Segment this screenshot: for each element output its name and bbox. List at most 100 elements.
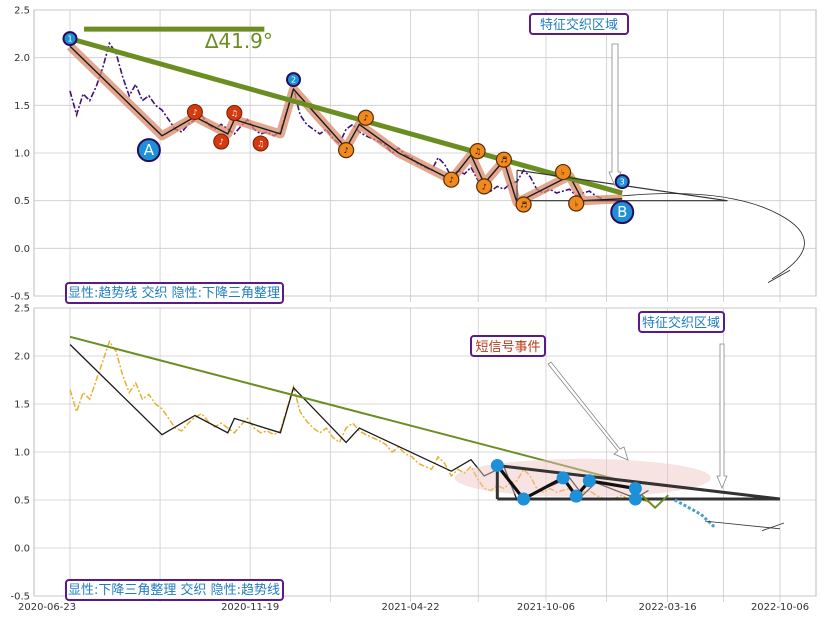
trendline bbox=[69, 335, 623, 482]
x-tick-label: 2020-11-19 bbox=[221, 602, 279, 613]
bottom-content bbox=[69, 335, 785, 532]
orange-marker bbox=[469, 142, 486, 160]
blue-dot bbox=[628, 492, 642, 506]
numbered-point bbox=[62, 31, 78, 47]
projection-cap bbox=[761, 522, 785, 532]
y-tick-label: 2.5 bbox=[14, 6, 30, 17]
projection-dashed bbox=[674, 498, 716, 528]
orange-marker bbox=[338, 142, 355, 159]
orange-marker bbox=[568, 195, 585, 212]
blue-dot bbox=[556, 471, 570, 485]
top-projection-cap bbox=[767, 269, 791, 284]
red-marker-symbol: ♪ bbox=[192, 108, 197, 117]
orange-marker bbox=[554, 163, 572, 181]
top-panel: -0.5 0.0 0.5 1.0 1.5 2.0 2.5 ♪ ♪ ♫ ♫ ♪ ♪ ♪ ♫ ♪ ♬ ♬ ♭ ♭ 1 2 3 A… bbox=[10, 6, 817, 303]
top-yticks: -0.5 0.0 0.5 1.0 1.5 2.0 2.5 bbox=[10, 6, 30, 303]
bottom-signal-box-frame bbox=[470, 335, 546, 357]
bottom-bottom-label-text: 显性:下降三角整理 交织 隐性:趋势线 bbox=[68, 582, 280, 598]
y-tick-label: 1.0 bbox=[14, 448, 30, 459]
top-angle-label: ∆41.9° bbox=[204, 29, 273, 53]
blue-dot bbox=[569, 489, 583, 503]
letter-point bbox=[610, 200, 635, 225]
orange-marker bbox=[443, 171, 460, 188]
top-feature-box-frame bbox=[529, 13, 629, 35]
red-marker bbox=[186, 104, 203, 121]
y-tick-label: 0.5 bbox=[14, 496, 30, 507]
y-tick-label: 2.0 bbox=[14, 352, 30, 363]
bottom-feature-box: 特征交织区域 bbox=[638, 311, 725, 333]
orange-marker-symbol: ♬ bbox=[520, 200, 527, 209]
y-tick-label: 1.5 bbox=[14, 101, 30, 112]
orange-marker bbox=[495, 151, 512, 168]
numbered-point bbox=[286, 72, 302, 88]
orange-marker-symbol: ♬ bbox=[500, 156, 507, 165]
orange-marker bbox=[515, 196, 532, 213]
red-marker bbox=[213, 133, 230, 150]
bottom-yticks: -0.5 0.0 0.5 1.0 1.5 2.0 2.5 bbox=[10, 304, 30, 603]
blue-dot bbox=[490, 458, 504, 472]
zigzag-line bbox=[69, 344, 649, 501]
orange-marker bbox=[476, 178, 493, 195]
letter-point bbox=[136, 138, 161, 163]
bottom-signal-box-text: 短信号事件 bbox=[475, 340, 540, 355]
bottom-grid bbox=[34, 307, 816, 602]
y-tick-label: 0.0 bbox=[14, 244, 30, 255]
x-tick-label: 2021-04-22 bbox=[381, 602, 439, 613]
blue-dot bbox=[517, 492, 531, 506]
red-marker bbox=[226, 104, 243, 121]
projection-dark-tail bbox=[705, 520, 781, 530]
y-tick-label: -0.5 bbox=[10, 592, 30, 603]
bottom-bottom-label: 显性:下降三角整理 交织 隐性:趋势线 bbox=[65, 579, 284, 601]
bottom-feature-box-frame bbox=[638, 311, 725, 333]
orange-marker bbox=[357, 109, 374, 126]
orange-marker-symbol: ♪ bbox=[344, 146, 349, 155]
letter-point-label: A bbox=[144, 141, 155, 159]
top-bottom-label-text: 显性:趋势线 交织 隐性:下降三角整理 bbox=[68, 285, 280, 301]
x-tick-label: 2022-03-16 bbox=[639, 602, 697, 613]
x-tick-label: 2020-06-23 bbox=[18, 602, 76, 613]
blue-dot bbox=[628, 481, 642, 495]
top-bottom-label-frame bbox=[65, 282, 284, 304]
bottom-panel: -0.5 0.0 0.5 1.0 1.5 2.0 2.5 2020-06-23 2020-11… bbox=[10, 304, 817, 613]
price-series-line bbox=[69, 339, 656, 509]
bottom-xticks: 2020-06-23 2020-11-19 2021-04-22 2021-10-06… bbox=[18, 602, 809, 613]
orange-marker-symbol: ♪ bbox=[482, 182, 487, 191]
bottom-signal-box: 短信号事件 bbox=[470, 335, 546, 357]
top-content: ♪ ♪ ♫ ♫ ♪ ♪ ♪ ♫ ♪ ♬ ♬ ♭ ♭ 1 2 3 A B bbox=[62, 26, 805, 284]
signal-arrow bbox=[547, 361, 629, 461]
y-tick-label: 0.5 bbox=[14, 196, 30, 207]
numbered-point bbox=[614, 174, 630, 190]
y-tick-label: 1.0 bbox=[14, 149, 30, 160]
red-marker-symbol: ♫ bbox=[231, 109, 238, 118]
orange-marker-symbol: ♭ bbox=[574, 200, 578, 209]
y-tick-label: 2.5 bbox=[14, 304, 30, 315]
y-tick-label: 0.0 bbox=[14, 544, 30, 555]
top-feature-box: 特征交织区域 bbox=[529, 13, 629, 35]
orange-marker-symbol: ♪ bbox=[363, 114, 368, 123]
x-tick-label: 2022-10-06 bbox=[751, 602, 809, 613]
bottom-bottom-label-frame bbox=[65, 579, 284, 601]
numbered-point-label: 3 bbox=[620, 178, 625, 187]
top-bottom-label: 显性:趋势线 交织 隐性:下降三角整理 bbox=[65, 282, 284, 304]
y-tick-label: -0.5 bbox=[10, 292, 30, 303]
y-tick-label: 2.0 bbox=[14, 53, 30, 64]
orange-marker-symbol: ♫ bbox=[474, 147, 481, 156]
triangle-top-line bbox=[497, 463, 781, 501]
numbered-point-label: 2 bbox=[291, 76, 296, 85]
top-feature-box-text: 特征交织区域 bbox=[540, 17, 618, 33]
top-projection-arc bbox=[622, 193, 805, 280]
bottom-feature-box-text: 特征交织区域 bbox=[642, 315, 720, 331]
orange-marker-symbol: ♭ bbox=[561, 168, 565, 177]
y-tick-label: 1.5 bbox=[14, 400, 30, 411]
numbered-point-label: 1 bbox=[67, 35, 72, 44]
orange-marker-symbol: ♪ bbox=[449, 176, 454, 185]
letter-point-label: B bbox=[617, 203, 627, 221]
red-marker-symbol: ♪ bbox=[219, 138, 224, 147]
feature-arrow bbox=[716, 343, 728, 490]
x-tick-label: 2021-10-06 bbox=[517, 602, 575, 613]
trendline bbox=[69, 36, 623, 196]
projection-small bbox=[641, 494, 669, 510]
red-marker bbox=[252, 135, 269, 152]
